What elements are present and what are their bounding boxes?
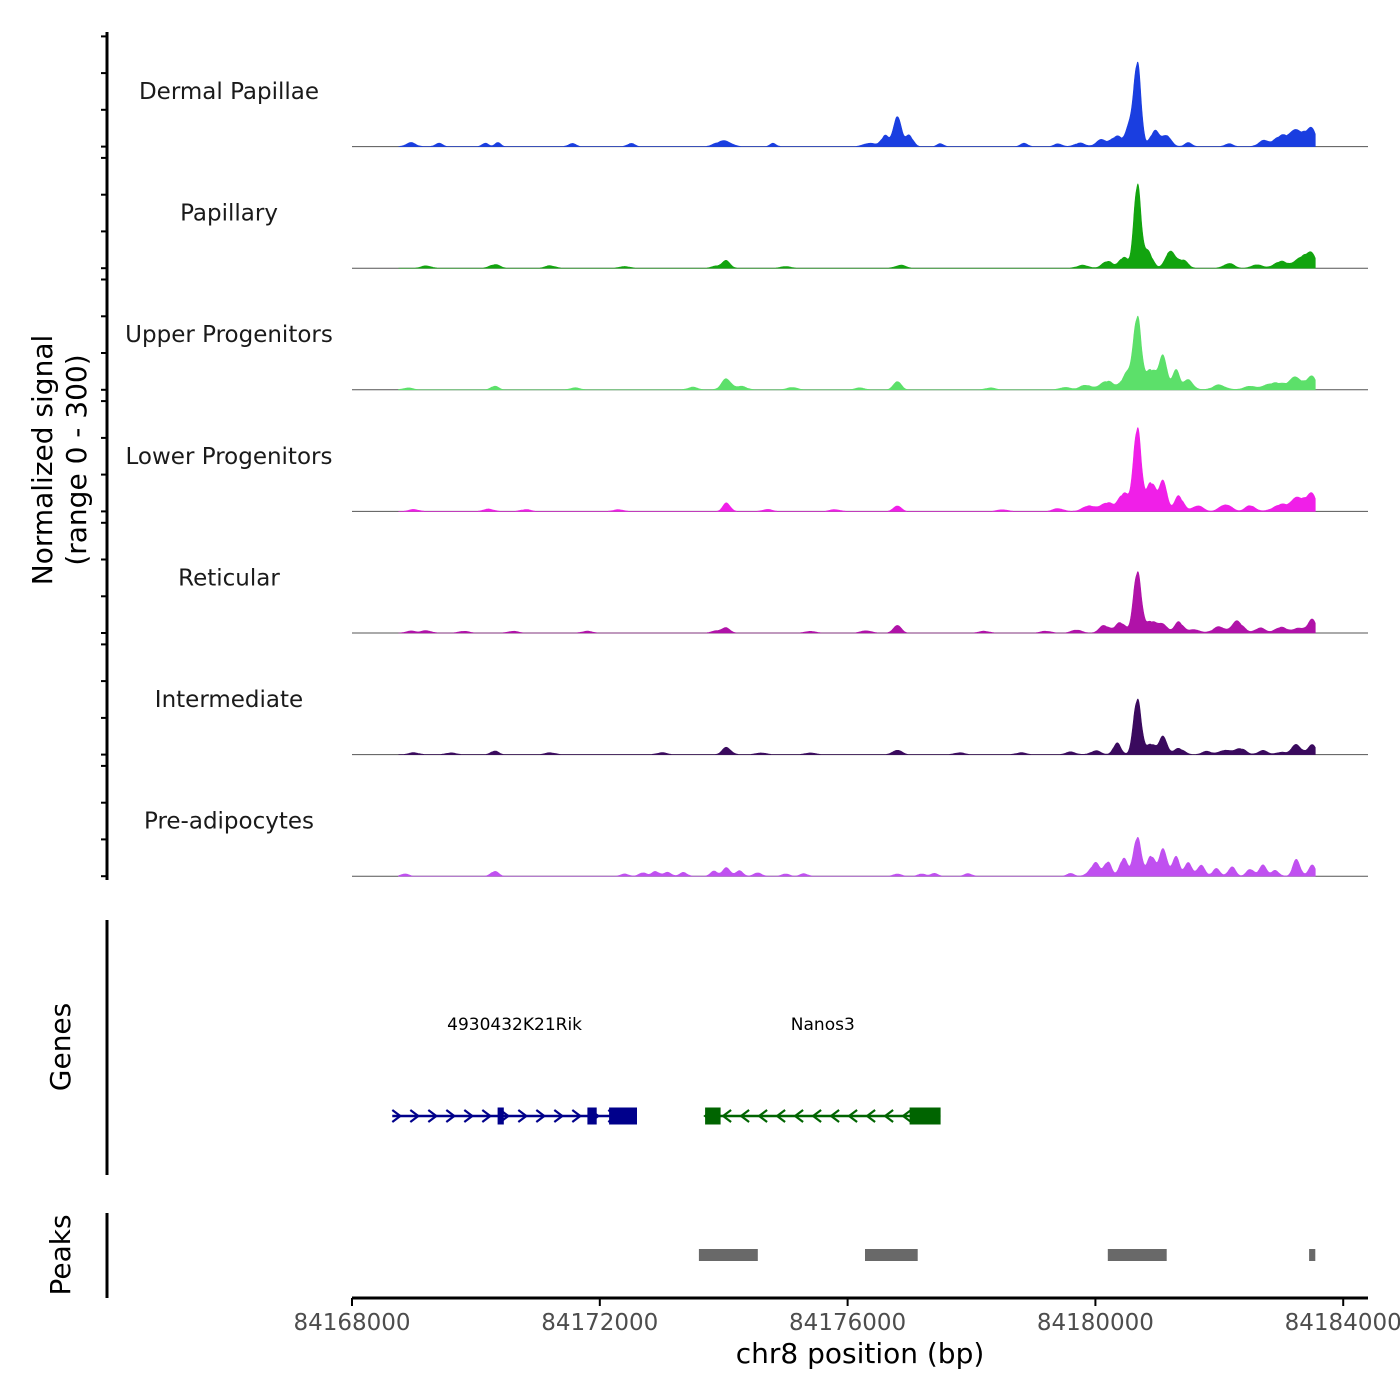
- strand-arrow: [409, 1109, 421, 1123]
- track-label: Upper Progenitors: [125, 322, 333, 348]
- signal-tracks: Dermal Papillae Papillary Upper Progenitor…: [125, 61, 1368, 877]
- signal-y-axis: [101, 32, 109, 880]
- strand-arrow: [517, 1109, 529, 1123]
- gene-label: Nanos3: [791, 1015, 855, 1035]
- gene-exon: [705, 1107, 721, 1125]
- gene-exon: [909, 1107, 941, 1125]
- strand-arrow: [427, 1109, 439, 1123]
- signal-area: [398, 183, 1316, 269]
- genes-label: Genes: [44, 1003, 77, 1091]
- strand-arrow: [901, 1109, 912, 1123]
- strand-arrow: [739, 1109, 750, 1123]
- strand-arrow: [571, 1109, 583, 1123]
- gene-exon: [609, 1107, 637, 1125]
- x-tick-label: 84176000: [789, 1310, 906, 1336]
- strand-arrow: [811, 1109, 822, 1123]
- strand-arrow: [553, 1109, 565, 1123]
- track-label: Papillary: [180, 201, 278, 227]
- strand-arrow: [775, 1109, 786, 1123]
- track-upper-progenitors: Upper Progenitors: [125, 315, 1368, 391]
- strand-arrow: [463, 1109, 475, 1123]
- peak-region: [865, 1249, 918, 1261]
- gene-track: 4930432K21Rik Nanos3: [391, 1015, 941, 1125]
- signal-area: [398, 427, 1316, 512]
- signal-area: [398, 698, 1316, 755]
- strand-arrow: [829, 1109, 840, 1123]
- x-tick-label: 84172000: [541, 1310, 658, 1336]
- peak-track: [698, 1249, 1316, 1261]
- x-tick-label: 84184000: [1285, 1310, 1400, 1336]
- gene-nanos3: Nanos3: [703, 1015, 941, 1125]
- strand-arrow: [865, 1109, 876, 1123]
- track-lower-progenitors: Lower Progenitors: [126, 427, 1368, 512]
- track-papillary: Papillary: [180, 183, 1368, 269]
- y-axis-title-line: (range 0 - 300): [60, 354, 93, 565]
- peaks-label: Peaks: [44, 1214, 77, 1295]
- track-pre-adipocytes: Pre-adipocytes: [144, 809, 1368, 877]
- strand-arrow: [883, 1109, 894, 1123]
- y-axis-title-line: Normalized signal: [26, 335, 59, 586]
- track-label: Dermal Papillae: [139, 79, 319, 105]
- track-label: Intermediate: [155, 687, 303, 713]
- signal-area: [398, 315, 1316, 391]
- gene-exon: [497, 1107, 504, 1125]
- x-tick-label: 84168000: [293, 1310, 410, 1336]
- x-tick-label: 84180000: [1037, 1310, 1154, 1336]
- track-reticular: Reticular: [178, 565, 1368, 634]
- peak-region: [698, 1249, 758, 1261]
- track-intermediate: Intermediate: [155, 687, 1368, 756]
- signal-area: [398, 571, 1316, 634]
- signal-area: [398, 61, 1316, 147]
- gene-4930432k21rik: 4930432K21Rik: [391, 1015, 637, 1125]
- track-dermal-papillae: Dermal Papillae: [139, 61, 1368, 148]
- peak-region: [1309, 1249, 1316, 1261]
- gene-exon: [587, 1107, 597, 1125]
- gene-label: 4930432K21Rik: [447, 1015, 582, 1035]
- x-axis: 84168000 84172000 84176000 84180000 84184000: [293, 1296, 1400, 1336]
- peak-region: [1107, 1249, 1167, 1261]
- strand-arrow: [481, 1109, 493, 1123]
- strand-arrow: [847, 1109, 858, 1123]
- strand-arrow: [793, 1109, 804, 1123]
- strand-arrow: [391, 1109, 403, 1123]
- strand-arrow: [535, 1109, 547, 1123]
- y-axis-title: Normalized signal(range 0 - 300): [26, 335, 93, 586]
- track-label: Lower Progenitors: [126, 444, 333, 470]
- strand-arrow: [445, 1109, 457, 1123]
- x-axis-title: chr8 position (bp): [736, 1337, 985, 1370]
- strand-arrow: [721, 1109, 732, 1123]
- signal-area: [398, 836, 1316, 877]
- track-label: Pre-adipocytes: [144, 809, 314, 835]
- track-label: Reticular: [178, 565, 280, 591]
- strand-arrow: [757, 1109, 768, 1123]
